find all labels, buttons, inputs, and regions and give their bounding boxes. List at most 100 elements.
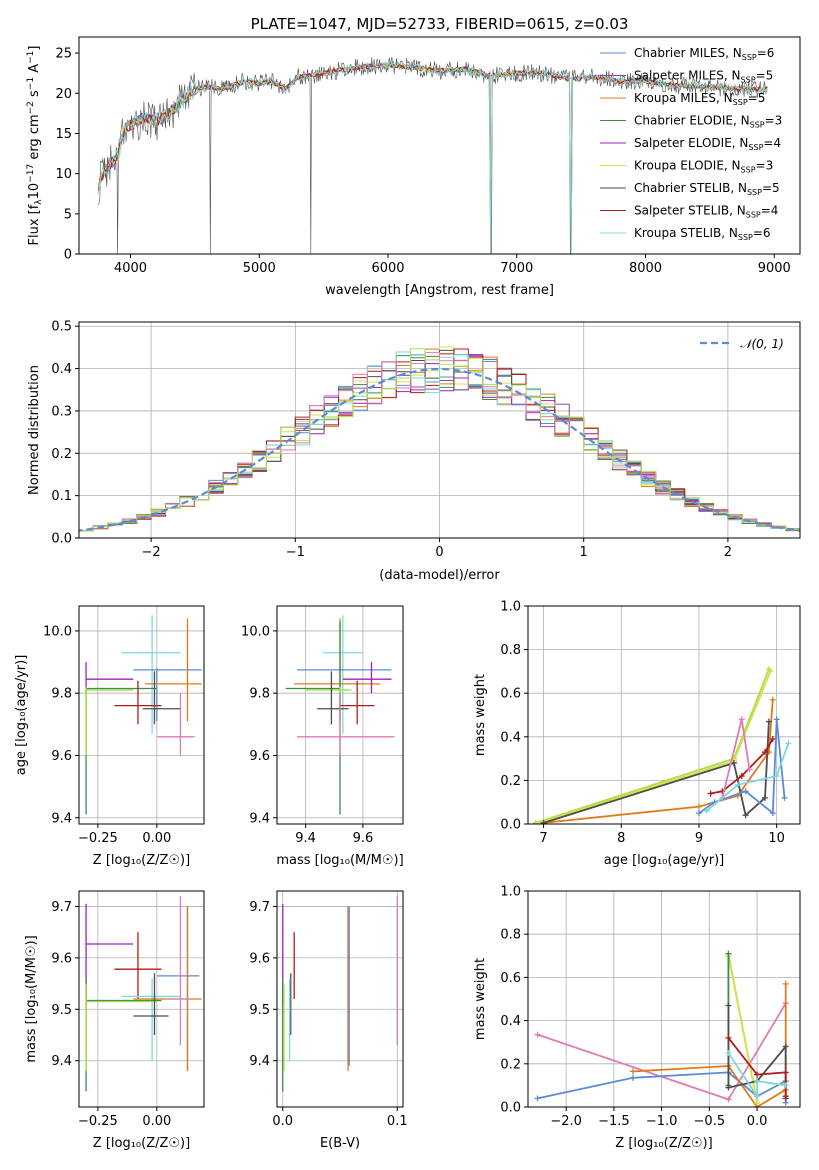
legend-sub: SSP [733, 98, 748, 107]
panel-mass_vs_ebv: 0.0 0.1 9.4 9.5 9.6 9.7 [249, 890, 408, 1129]
axes-frame [527, 605, 801, 825]
axes-frame [78, 890, 205, 1108]
weight-marker [695, 803, 702, 810]
y-tick-label: 0.8 [500, 643, 521, 658]
x-tick-label: −0.5 [694, 1114, 726, 1129]
y-tick-label: 9.4 [51, 1054, 72, 1069]
panel-age_vs_Z: −0.25 0.00 9.4 9.6 9.8 10.0 [43, 605, 205, 846]
x-tick-label: 9 [695, 831, 703, 846]
legend-suffix: =5 [762, 181, 780, 195]
y-label-part: λ [34, 199, 44, 205]
x-tick-label: 0 [435, 545, 443, 560]
weight-marker [782, 980, 789, 987]
legend-entry: Chabrier ELODIE, NSSP=3 [634, 114, 782, 130]
y-label-part: −1 [26, 51, 36, 64]
y-tick-label: 0.3 [51, 404, 72, 419]
legend-suffix: =4 [761, 204, 779, 218]
y-axis-label: mass weight [473, 674, 488, 756]
chart-title: PLATE=1047, MJD=52733, FIBERID=0615, z=0… [251, 15, 629, 33]
panel-mass_weight_vs_Z: −2.0 −1.5 −1.0 −0.5 0.0 0.0 0.2 0.4 0.6 0.8 1.0 [500, 885, 801, 1129]
x-tick-label: 2 [724, 545, 732, 560]
weight-marker [769, 810, 776, 817]
x-tick-label: 0.00 [142, 1114, 171, 1129]
y-tick-label: 0.8 [500, 928, 521, 943]
y-tick-label: 0.2 [500, 774, 521, 789]
y-tick-label: 9.8 [249, 687, 270, 702]
x-tick-label: 8 [617, 831, 625, 846]
weight-marker [725, 1034, 732, 1041]
plot-area [97, 56, 768, 254]
weight-marker [754, 1093, 761, 1100]
panel-mass_vs_Z: −0.25 0.00 9.4 9.5 9.6 9.7 [51, 890, 205, 1129]
y-tick-label: 0.1 [51, 489, 72, 504]
y-label-part: ] [27, 46, 42, 51]
weight-marker [725, 950, 732, 957]
y-label-part: A [27, 64, 42, 77]
weight-marker [695, 810, 702, 817]
legend-entry: 𝒩(0, 1) [740, 337, 784, 351]
weight-marker [773, 773, 780, 780]
x-tick-label: 5000 [243, 261, 276, 276]
y-tick-label: 10 [55, 167, 72, 182]
weight-series-2 [539, 671, 772, 824]
plot-area [277, 891, 403, 1107]
legend-suffix: =5 [756, 69, 774, 83]
y-axis-label: age [log₁₀(age/yr)] [14, 655, 29, 776]
weight-marker [782, 1043, 789, 1050]
plot-area [79, 322, 800, 538]
y-tick-label: 9.7 [51, 900, 72, 915]
y-tick-label: 0.0 [51, 532, 72, 547]
y-label-part: 10 [27, 183, 42, 200]
legend-sub: SSP [742, 53, 757, 62]
y-tick-label: 0.2 [500, 1057, 521, 1072]
legend-entry: Kroupa STELIB, NSSP=6 [634, 226, 771, 242]
axes-frame [276, 890, 404, 1108]
weight-marker [746, 766, 753, 773]
legend-suffix: =3 [765, 114, 783, 128]
x-tick-label: −1 [286, 545, 305, 560]
y-label-part: −2 [26, 101, 36, 114]
legend-suffix: =3 [756, 159, 774, 173]
weight-marker [742, 812, 749, 819]
legend-name: Chabrier MILES, N [634, 46, 742, 60]
weight-marker [738, 716, 745, 723]
weight-marker [540, 819, 547, 824]
weight-series-1 [535, 668, 770, 824]
weight-marker [707, 790, 714, 797]
weight-series-4 [710, 738, 774, 795]
axes-frame [78, 605, 205, 825]
y-label-part: s [27, 90, 42, 101]
panel-age_vs_mass: 9.4 9.6 9.4 9.6 9.8 10.0 [241, 605, 404, 846]
legend-sub: SSP [748, 143, 763, 152]
weight-marker [773, 716, 780, 723]
weight-marker [534, 1031, 541, 1038]
y-tick-label: 9.7 [249, 900, 270, 915]
x-axis-label: wavelength [Angstrom, rest frame] [325, 283, 554, 298]
y-tick-label: 9.4 [51, 811, 72, 826]
weight-series-0 [543, 699, 774, 824]
weight-marker [725, 1084, 732, 1091]
y-tick-label: 0.2 [51, 447, 72, 462]
y-tick-label: 0 [64, 248, 72, 263]
weight-marker [769, 735, 776, 742]
x-tick-label: 0.00 [142, 831, 171, 846]
x-tick-label: 9.4 [295, 831, 316, 846]
legend-entry: Salpeter STELIB, NSSP=4 [634, 204, 778, 220]
plot-area [277, 606, 403, 824]
y-label-part: erg cm [27, 114, 42, 163]
y-tick-label: 9.6 [51, 749, 72, 764]
weight-marker [629, 1074, 636, 1081]
x-axis-label: mass [log₁₀(M/M☉)] [276, 853, 403, 868]
y-tick-label: 9.5 [51, 1003, 72, 1018]
y-tick-label: 10.0 [241, 624, 270, 639]
weight-marker [738, 773, 745, 780]
weight-marker [725, 1050, 732, 1056]
y-label-part: −1 [26, 77, 36, 90]
y-tick-label: 9.6 [51, 951, 72, 966]
plot-area [528, 891, 800, 1107]
weight-marker [742, 788, 749, 795]
y-tick-label: 9.6 [249, 749, 270, 764]
legend-sub: SSP [741, 76, 756, 85]
weight-marker [785, 740, 792, 747]
